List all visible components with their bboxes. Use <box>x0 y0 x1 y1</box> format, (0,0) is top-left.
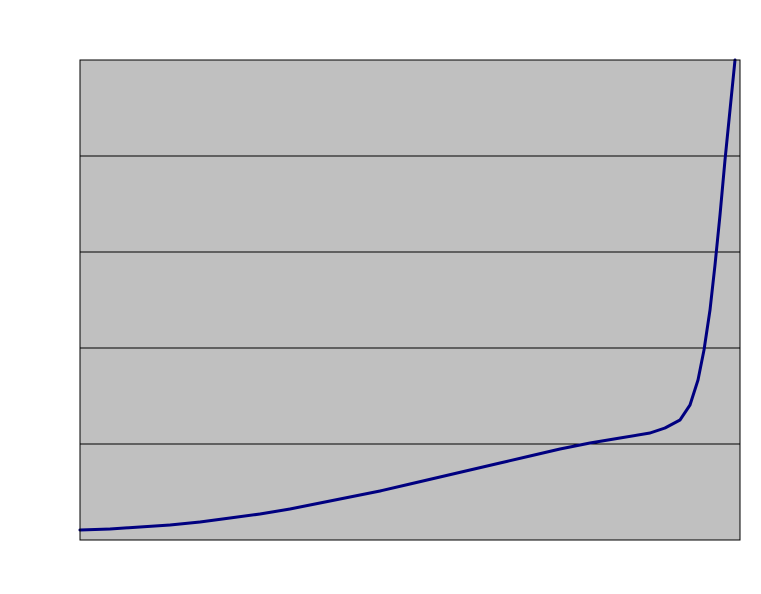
line-chart <box>0 0 761 594</box>
plot-area <box>80 60 740 540</box>
